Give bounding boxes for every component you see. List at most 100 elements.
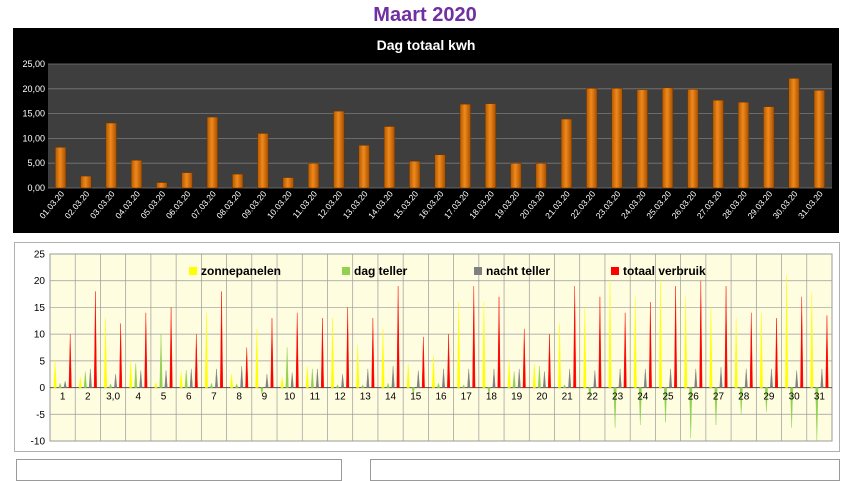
series-spike	[391, 366, 395, 388]
x-tick-label: 21	[562, 391, 574, 402]
series-spike	[245, 347, 249, 388]
bar	[560, 118, 573, 189]
series-spike	[810, 291, 814, 388]
series-spike	[457, 302, 461, 388]
series-spike	[169, 307, 173, 388]
bar	[687, 89, 699, 189]
series-spike	[83, 371, 87, 388]
y-tick-label: 5,00	[27, 158, 45, 168]
series-spike	[114, 374, 118, 388]
x-tick-label: 14	[385, 391, 397, 402]
series-spike	[558, 323, 562, 388]
x-tick-label: 20	[536, 391, 548, 402]
series-spike	[532, 363, 536, 388]
series-spike	[608, 280, 612, 388]
series-spike	[492, 368, 496, 388]
bar	[459, 103, 471, 189]
series-spike	[119, 323, 123, 388]
bar	[485, 103, 497, 189]
series-spike	[431, 355, 435, 388]
y-tick-label: 20,00	[22, 84, 45, 94]
bar	[257, 133, 269, 189]
x-tick-label: 9	[262, 391, 268, 402]
chart-title: Dag totaal kwh	[377, 37, 476, 53]
series-spike	[315, 368, 319, 388]
x-tick-label: 10	[284, 391, 296, 402]
series-spike	[144, 312, 148, 388]
bar	[712, 99, 724, 189]
series-spike	[568, 368, 572, 388]
series-spike	[633, 296, 637, 388]
legend-swatch	[342, 267, 350, 275]
y-tick-label: 10	[34, 330, 46, 341]
series-spike	[295, 312, 299, 388]
series-spike	[588, 387, 592, 399]
series-spike	[674, 286, 678, 388]
series-spike	[285, 347, 289, 388]
series-spike	[487, 387, 491, 395]
series-spike	[497, 296, 501, 388]
series-spike	[825, 315, 829, 388]
series-spike	[356, 344, 360, 388]
series-spike	[139, 370, 143, 388]
y-tick-label: 25	[34, 250, 46, 261]
x-tick-label: 30	[789, 391, 801, 402]
series-spike	[68, 334, 72, 388]
y-axis-ticks: 0,00 5,00 10,00 15,00 20,00 25,00	[22, 59, 45, 193]
y-tick-label: 0,00	[27, 183, 45, 193]
bar	[737, 101, 750, 189]
x-tick-label: 16	[435, 391, 447, 402]
series-spike	[164, 370, 168, 388]
bar	[181, 172, 193, 189]
series-spike	[220, 291, 223, 388]
series-spike	[734, 318, 738, 388]
series-spike	[785, 275, 789, 388]
series-spike	[507, 360, 511, 388]
series-spike	[240, 366, 244, 388]
series-spike	[638, 387, 642, 425]
series-spike	[472, 286, 476, 388]
bar	[535, 162, 547, 189]
x-tick-label: 27	[713, 391, 725, 402]
series-spike	[436, 382, 441, 388]
bar	[586, 88, 598, 189]
bar	[409, 160, 421, 189]
y-axis-ticks: -10 -5 0 5 10 15 20 25	[31, 250, 46, 448]
series-spike	[331, 318, 334, 388]
series-spike	[583, 307, 587, 388]
series-spike	[669, 368, 673, 388]
series-spike	[154, 382, 158, 388]
y-tick-label: 10,00	[22, 133, 45, 143]
gridlines	[49, 253, 833, 442]
series-spike	[790, 387, 794, 428]
series-spike	[63, 381, 67, 388]
bar	[232, 173, 244, 189]
series-spike	[618, 368, 622, 388]
series-spike	[800, 296, 804, 388]
bar	[510, 162, 522, 189]
bar	[662, 87, 674, 189]
series-spike	[719, 367, 723, 388]
series-spike	[542, 371, 546, 388]
series-spike	[371, 318, 375, 388]
series-spike	[623, 312, 627, 388]
y-tick-label: 25,00	[22, 59, 45, 69]
bar	[813, 90, 825, 189]
area-series	[53, 275, 829, 442]
series-spike	[643, 368, 647, 388]
series-spike	[53, 360, 57, 388]
series-spike	[310, 368, 314, 388]
series-spike	[230, 374, 234, 388]
series-spike	[421, 336, 425, 388]
x-tick-label: 2	[85, 391, 91, 402]
series-spike	[386, 382, 390, 388]
bar	[611, 88, 623, 189]
series-spike	[265, 374, 269, 388]
series-spike	[361, 384, 365, 388]
bar	[434, 154, 446, 189]
series-spike	[467, 368, 471, 388]
bar	[383, 126, 395, 189]
x-tick-label: 1	[60, 391, 66, 402]
series-spike	[416, 370, 420, 388]
